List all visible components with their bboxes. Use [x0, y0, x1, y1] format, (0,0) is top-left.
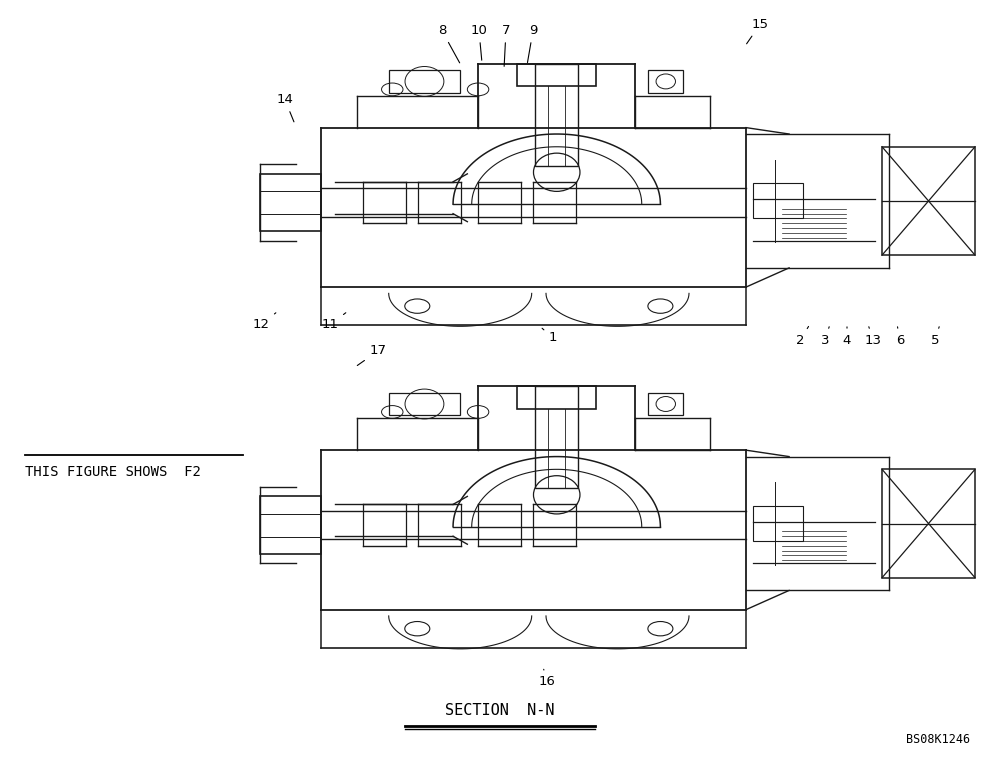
Bar — [648, 393, 683, 415]
Text: 6: 6 — [896, 327, 904, 346]
Text: 11: 11 — [322, 313, 346, 331]
Bar — [882, 469, 975, 578]
Bar — [648, 70, 683, 93]
Text: 13: 13 — [864, 326, 882, 346]
Bar — [389, 393, 460, 415]
Text: 14: 14 — [277, 94, 294, 122]
Bar — [753, 184, 803, 218]
Bar — [260, 174, 321, 231]
Text: 4: 4 — [843, 327, 851, 346]
Bar — [753, 506, 803, 541]
Text: 2: 2 — [796, 326, 809, 346]
Text: 3: 3 — [821, 326, 829, 346]
Text: 7: 7 — [502, 25, 510, 66]
Text: 8: 8 — [438, 25, 460, 63]
Text: 17: 17 — [357, 345, 386, 366]
Bar — [517, 386, 596, 409]
Text: 16: 16 — [539, 669, 555, 688]
Bar — [260, 496, 321, 554]
Bar — [882, 147, 975, 255]
Bar — [517, 64, 596, 86]
Text: 12: 12 — [252, 313, 276, 331]
Bar — [535, 386, 578, 488]
Text: 9: 9 — [527, 25, 537, 62]
Text: 5: 5 — [931, 326, 939, 346]
Bar — [389, 70, 460, 93]
Text: 1: 1 — [542, 328, 557, 344]
Text: BS08K1246: BS08K1246 — [906, 733, 970, 746]
Text: 15: 15 — [747, 18, 768, 44]
Bar — [535, 64, 578, 166]
Text: SECTION  N-N: SECTION N-N — [445, 703, 555, 718]
Text: 10: 10 — [471, 25, 487, 60]
Text: THIS FIGURE SHOWS  F2: THIS FIGURE SHOWS F2 — [25, 465, 201, 479]
